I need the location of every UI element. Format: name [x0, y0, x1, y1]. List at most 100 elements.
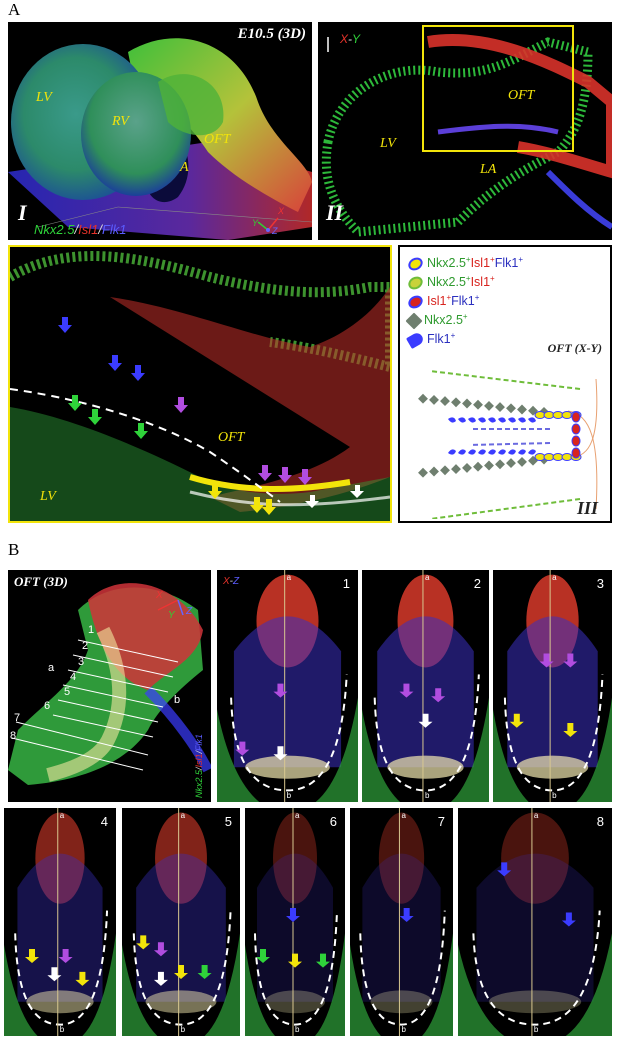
- panel-b-oft-3d: OFT (3D) 1 2 3 4 5 6 7 8 a b X Y Z Nkx2.…: [8, 570, 211, 802]
- legend-item-text: Nkx2.5: [427, 256, 466, 271]
- section-bottom-label: b: [295, 1025, 300, 1034]
- schematic-cell: [473, 399, 483, 410]
- green-arrows: [68, 395, 148, 439]
- cross-section-4: 4 a b: [4, 808, 116, 1036]
- panel-i-title: E10.5 (3D): [237, 26, 306, 42]
- schematic-cell: [571, 447, 581, 459]
- schematic-cell: [462, 398, 472, 409]
- slice-label-5: 5: [64, 686, 71, 698]
- schematic-cell: [451, 397, 461, 408]
- legend-item: Flk1+: [406, 330, 456, 349]
- marker-arrow: [273, 746, 288, 761]
- schematic-cell: [468, 417, 476, 423]
- section-top-label: a: [180, 811, 186, 820]
- label-lv: LV: [380, 136, 396, 151]
- slice-lines: [11, 639, 179, 771]
- slice-label-1: 1: [88, 624, 95, 636]
- axis-y-arrow: [257, 221, 269, 231]
- cross-section-image: [493, 570, 612, 802]
- b-marker-isl: Isl1: [194, 753, 204, 768]
- label-rv: RV: [112, 114, 129, 129]
- schematic-cell: [429, 466, 439, 477]
- cross-section-image: [217, 570, 358, 802]
- legend-item-text: +: [450, 331, 456, 340]
- schematic-cell: [473, 461, 483, 472]
- side-a-label: a: [48, 662, 55, 674]
- b-marker-flk: Flk1: [194, 733, 204, 751]
- yellow-arrows: [208, 483, 276, 515]
- marker-arrow: [288, 953, 302, 968]
- legend-item-text: +: [474, 293, 480, 302]
- section-bottom-label: b: [286, 791, 292, 800]
- plane-z: Z: [233, 576, 240, 587]
- marker-arrow: [197, 965, 212, 979]
- legend-item: Nkx2.5+: [405, 312, 468, 330]
- slice-label-4: 4: [70, 671, 77, 683]
- cross-section-6: 6 a b: [245, 808, 345, 1036]
- panel-i-numeral: I: [18, 200, 27, 225]
- axis-y-label: Y: [252, 218, 259, 228]
- axis-x-arrow: [267, 217, 279, 231]
- slice-label-6: 6: [44, 700, 51, 712]
- panel-oft-zoom: OFT LV: [8, 245, 392, 523]
- schematic-cell: [495, 402, 505, 413]
- panel-zoom-image: [10, 247, 390, 521]
- section-top-label: a: [295, 811, 300, 820]
- schematic-cell: [440, 465, 450, 476]
- legend-item-text: +: [465, 255, 471, 264]
- panel-ii-section: X-Y OFT LV LA II: [318, 22, 612, 240]
- schematic-cell: [488, 449, 496, 455]
- marker-arrow: [174, 965, 188, 979]
- schematic-cell: [440, 396, 450, 407]
- schematic-cell: [517, 404, 527, 415]
- schematic-cell: [448, 417, 456, 423]
- marker-sep-1: /: [74, 222, 79, 237]
- b-marker-legend: Nkx2.5/Isl1/Flk1: [194, 710, 208, 800]
- legend-item-text: +: [490, 255, 495, 264]
- schematic-cell: [495, 459, 505, 470]
- marker-arrow: [25, 949, 39, 964]
- section-top-label: a: [424, 573, 430, 582]
- schematic-cell: [478, 449, 486, 455]
- oft-schematic-drawing: [418, 370, 598, 519]
- schematic-cell: [528, 449, 536, 455]
- schematic-cell: [506, 403, 516, 414]
- marker-arrow: [399, 683, 414, 698]
- purple-arrows: [174, 397, 312, 485]
- section-number: 4: [100, 814, 108, 829]
- marker-arrow: [153, 971, 168, 986]
- cell-type-icon: [406, 254, 425, 273]
- cross-section-image: [458, 808, 612, 1036]
- schematic-title: OFT (X-Y): [547, 341, 602, 355]
- marker-arrow: [58, 949, 73, 964]
- section-number: 1: [342, 576, 350, 591]
- cell-type-icon: [406, 330, 425, 349]
- section-bottom-label: b: [401, 1025, 406, 1034]
- blue-arrows: [58, 317, 145, 381]
- legend-item-text: +: [462, 312, 468, 321]
- label-la: LA: [480, 162, 497, 177]
- section-top-label: a: [552, 573, 557, 582]
- section-number: 3: [596, 576, 604, 591]
- schematic-cell: [484, 460, 494, 471]
- panel-iii-schematic: Nkx2.5+Isl1+Flk1+ Nkx2.5+Isl1+ Isl1+Flk1+ N…: [398, 245, 612, 523]
- zoom-region-box: [422, 25, 574, 152]
- label-oft: OFT: [218, 430, 245, 445]
- plane-dash: -: [229, 576, 234, 587]
- legend-item: Isl1+Flk1+: [406, 292, 480, 311]
- marker-arrow: [316, 953, 330, 968]
- marker-nkx: Nkx2.5: [34, 222, 75, 237]
- schematic-cell: [571, 423, 581, 435]
- panel-iii-numeral: III: [576, 498, 598, 518]
- marker-arrow: [47, 967, 62, 982]
- cell-type-icon: [406, 273, 425, 292]
- cell-type-icon: [406, 292, 425, 311]
- marker-sep-2: /: [98, 222, 102, 237]
- legend-item: Nkx2.5+Isl1+Flk1+: [406, 254, 523, 273]
- section-top-label: a: [59, 811, 65, 820]
- cross-section-8: 8 a b: [458, 808, 612, 1036]
- section-top-label: a: [286, 573, 292, 582]
- section-number: 2: [473, 576, 481, 591]
- b-marker-sep-1: /: [194, 767, 204, 770]
- section-plane-label: X-Z: [223, 576, 239, 587]
